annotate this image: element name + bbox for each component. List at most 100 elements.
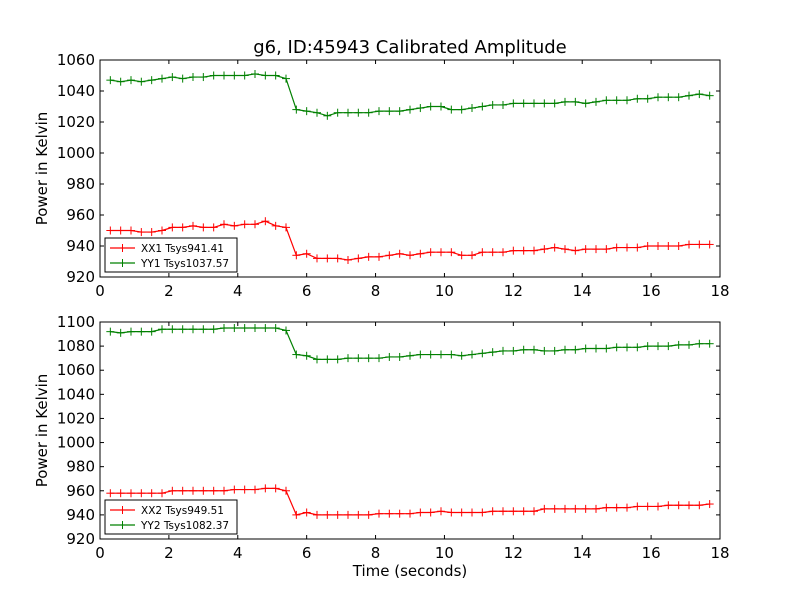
data-point	[540, 504, 549, 513]
data-point	[375, 354, 383, 363]
legend-item: YY2 Tsys1082.37	[110, 520, 229, 532]
data-point	[364, 354, 373, 363]
data-point	[457, 508, 466, 517]
legend-item: XX2 Tsys949.51	[110, 505, 224, 517]
data-point	[271, 324, 280, 333]
data-point	[478, 248, 487, 257]
data-point	[230, 324, 239, 333]
data-point	[623, 503, 631, 512]
data-point	[158, 489, 166, 498]
data-point	[416, 350, 425, 359]
data-point	[364, 510, 373, 519]
data-point	[705, 500, 714, 509]
data-point	[581, 99, 590, 108]
y-tick-label: 1000	[57, 434, 95, 452]
data-point	[282, 223, 290, 232]
data-point	[127, 76, 135, 85]
data-point	[271, 71, 280, 80]
data-point	[633, 502, 642, 511]
x-tick-label: 4	[233, 544, 243, 562]
data-point	[261, 71, 270, 80]
data-point	[468, 508, 476, 517]
data-point	[592, 344, 600, 353]
data-point	[395, 107, 404, 116]
data-point	[313, 510, 321, 519]
x-tick-label: 6	[302, 282, 312, 300]
data-point	[116, 77, 125, 86]
data-point	[333, 510, 342, 519]
data-point	[561, 97, 569, 106]
data-point	[116, 489, 125, 498]
data-point	[478, 508, 487, 517]
data-point	[447, 248, 456, 257]
data-point	[271, 484, 280, 493]
data-point	[364, 108, 373, 117]
data-point	[302, 351, 311, 360]
data-point	[333, 355, 342, 364]
data-point	[664, 93, 673, 102]
data-point	[385, 509, 394, 518]
data-point	[292, 105, 301, 114]
bottom-panel: 0 2 4 6 8 10 12 14 16 18 920 940 960 980 1000 1020 1040 1…	[33, 313, 730, 580]
x-axis-label: Time (seconds)	[352, 562, 468, 580]
data-point	[189, 486, 197, 495]
data-point	[292, 510, 301, 519]
plot-frame	[99, 321, 721, 540]
data-point	[282, 74, 290, 83]
data-point	[147, 228, 156, 237]
data-point	[602, 96, 611, 105]
data-point	[230, 221, 239, 230]
x-tick-label: 10	[435, 544, 454, 562]
data-point	[209, 325, 218, 334]
data-point	[519, 345, 528, 354]
data-point	[189, 221, 197, 230]
data-point	[240, 324, 249, 333]
data-point	[220, 220, 228, 229]
data-point	[695, 240, 704, 249]
y-tick-label: 1100	[57, 313, 95, 331]
data-point	[116, 328, 125, 337]
data-point	[313, 254, 321, 263]
x-tick-label: 10	[435, 282, 454, 300]
data-point	[478, 102, 487, 111]
y-tick-label: 1040	[57, 385, 95, 403]
data-point	[240, 71, 249, 80]
data-point	[426, 350, 435, 359]
data-point	[530, 345, 538, 354]
data-point	[240, 220, 249, 229]
data-point	[540, 245, 549, 254]
legend-label: YY1 Tsys1037.57	[140, 258, 229, 270]
data-point	[499, 346, 507, 355]
data-point	[168, 223, 177, 232]
figure-title: g6, ID:45943 Calibrated Amplitude	[253, 37, 567, 58]
data-point	[571, 246, 580, 255]
data-point	[189, 325, 197, 334]
data-point	[468, 104, 476, 113]
data-point	[519, 246, 528, 255]
x-tick-label: 0	[95, 544, 105, 562]
y-tick-label: 1060	[57, 361, 95, 379]
x-tick-label: 2	[164, 544, 174, 562]
data-point	[178, 486, 187, 495]
data-point	[581, 344, 590, 353]
x-tick-label: 12	[504, 282, 523, 300]
data-point	[261, 217, 270, 226]
data-point	[261, 324, 270, 333]
y-tick-label: 980	[66, 458, 95, 476]
data-point	[292, 350, 301, 359]
data-point	[209, 71, 218, 80]
data-point	[344, 354, 352, 363]
data-point	[550, 504, 559, 513]
x-tick-label: 8	[371, 544, 381, 562]
data-point	[457, 105, 466, 114]
data-point	[199, 325, 208, 334]
data-point	[127, 327, 135, 336]
data-point	[344, 510, 352, 519]
data-point	[612, 243, 621, 252]
data-point	[561, 345, 569, 354]
data-point	[344, 255, 352, 264]
data-point	[178, 325, 187, 334]
legend: XX1 Tsys941.41 YY1 Tsys1037.57	[104, 237, 238, 273]
y-tick-label: 1020	[57, 113, 95, 131]
data-point	[654, 242, 662, 250]
